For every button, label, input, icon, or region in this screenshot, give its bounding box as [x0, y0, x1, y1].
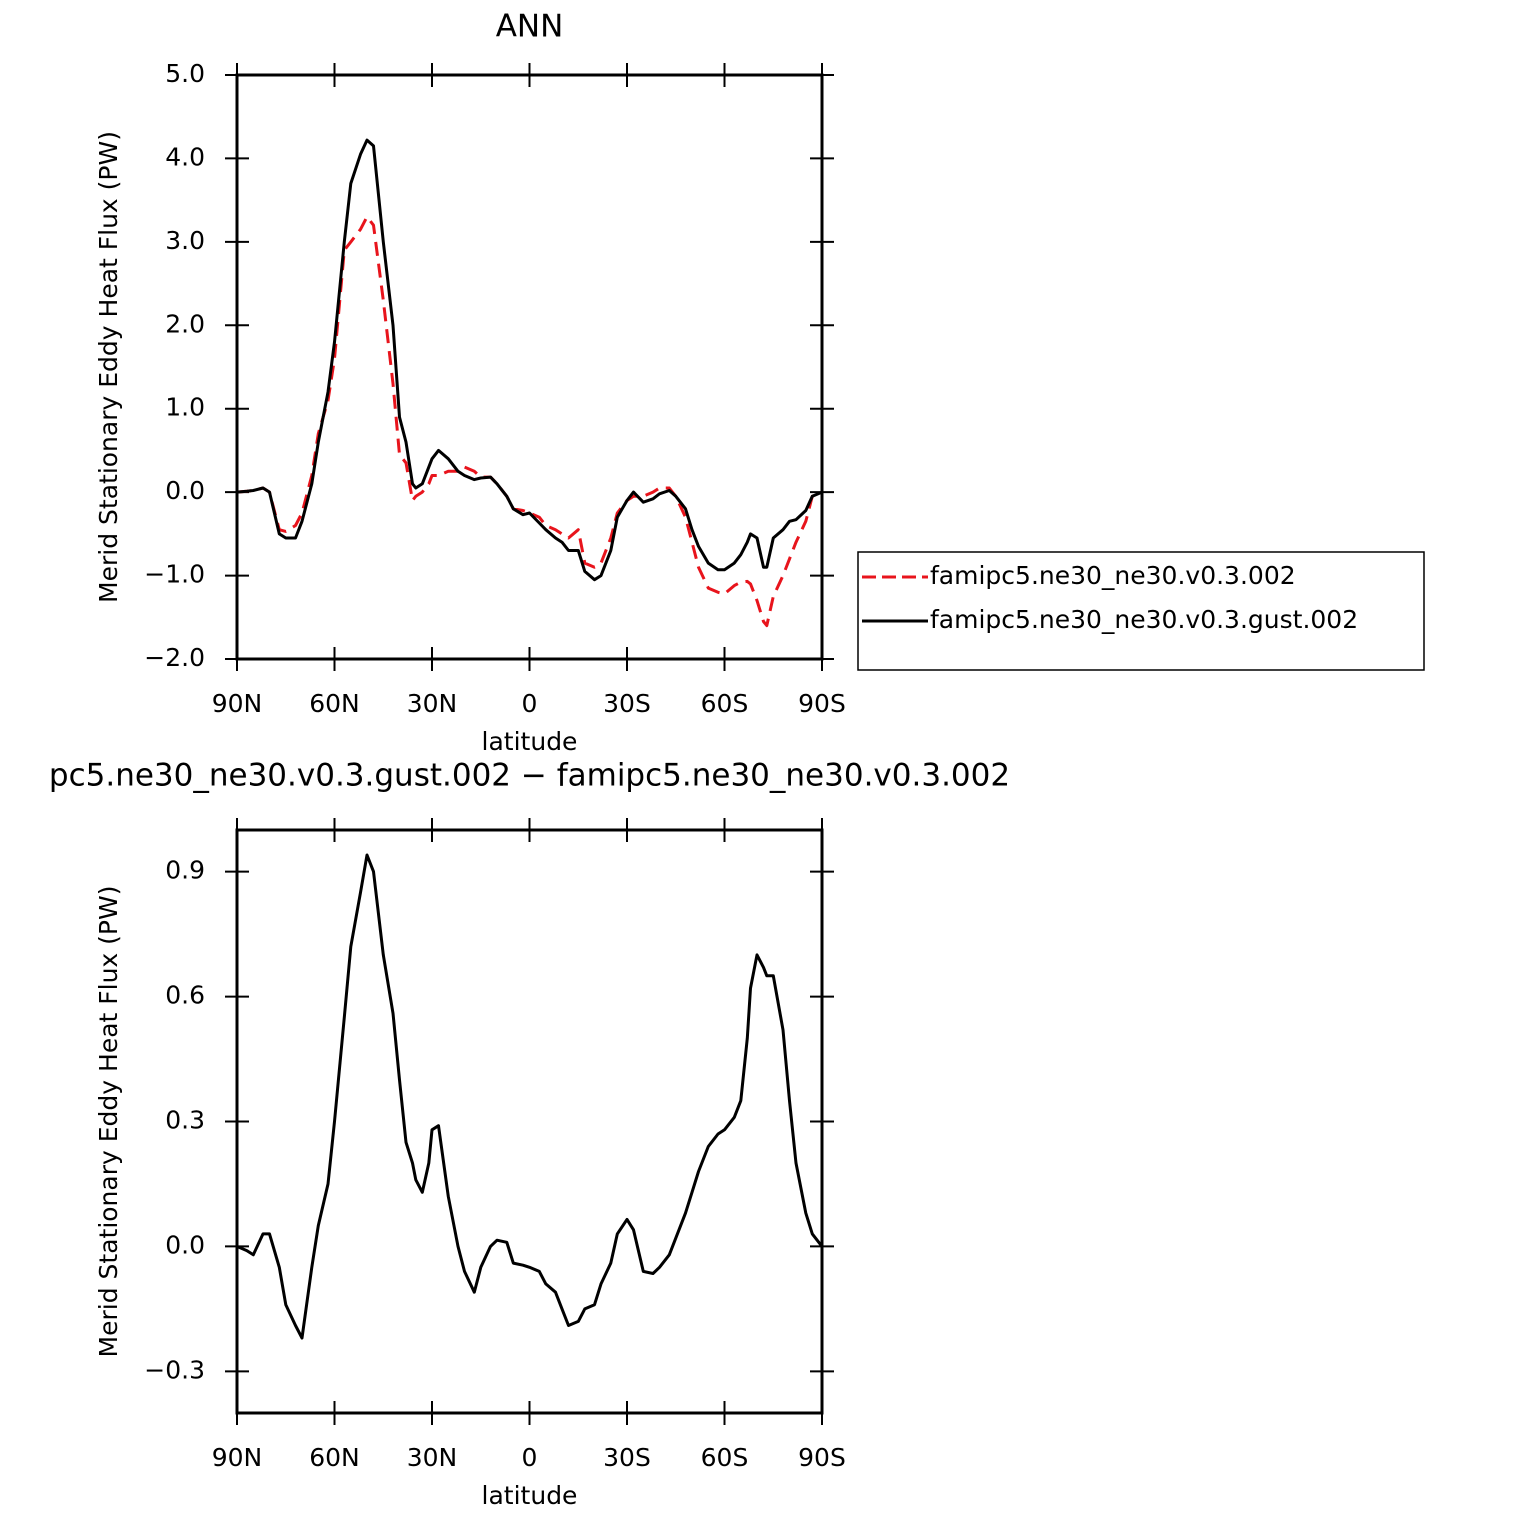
x-tick-label: 60N	[309, 1443, 360, 1472]
y-tick-label: 0.6	[165, 981, 205, 1010]
x-tick-label: 30S	[603, 689, 651, 718]
x-tick-label: 60S	[701, 1443, 749, 1472]
x-axis-label: latitude	[482, 1481, 578, 1510]
y-tick-label: −1.0	[144, 560, 205, 589]
x-tick-label: 60N	[309, 689, 360, 718]
chart-title: pc5.ne30_ne30.v0.3.gust.002 − famipc5.ne…	[49, 758, 1010, 794]
x-tick-label: 30S	[603, 1443, 651, 1472]
legend-box	[857, 551, 1425, 671]
legend-label: famipc5.ne30_ne30.v0.3.002	[930, 561, 1296, 590]
x-tick-label: 0	[522, 1443, 538, 1472]
plot-frame	[235, 73, 824, 661]
x-tick-label: 90N	[212, 1443, 263, 1472]
x-axis-label: latitude	[482, 727, 578, 756]
data-line	[236, 138, 823, 582]
y-tick-label: 0.9	[165, 856, 205, 885]
y-tick-label: 4.0	[165, 142, 205, 171]
y-tick-label: −0.3	[144, 1355, 205, 1384]
y-tick-label: 0.3	[165, 1106, 205, 1135]
x-tick-label: 60S	[701, 689, 749, 718]
y-axis-label: Merid Stationary Eddy Heat Flux (PW)	[94, 131, 123, 603]
y-tick-label: 5.0	[165, 59, 205, 88]
x-tick-label: 90S	[798, 689, 846, 718]
x-tick-label: 30N	[407, 689, 458, 718]
x-tick-label: 0	[522, 689, 538, 718]
x-tick-label: 30N	[407, 1443, 458, 1472]
y-tick-label: −2.0	[144, 643, 205, 672]
y-tick-label: 3.0	[165, 226, 205, 255]
chart-title: ANN	[496, 9, 564, 45]
y-tick-label: 2.0	[165, 309, 205, 338]
data-line	[236, 853, 824, 1340]
legend-label: famipc5.ne30_ne30.v0.3.gust.002	[930, 605, 1358, 634]
y-tick-label: 0.0	[165, 1230, 205, 1259]
y-tick-label: 0.0	[165, 476, 205, 505]
plot-frame	[235, 828, 824, 1415]
x-tick-label: 90S	[798, 1443, 846, 1472]
x-tick-label: 90N	[212, 689, 263, 718]
y-axis-label: Merid Stationary Eddy Heat Flux (PW)	[94, 886, 123, 1358]
y-tick-label: 1.0	[165, 393, 205, 422]
